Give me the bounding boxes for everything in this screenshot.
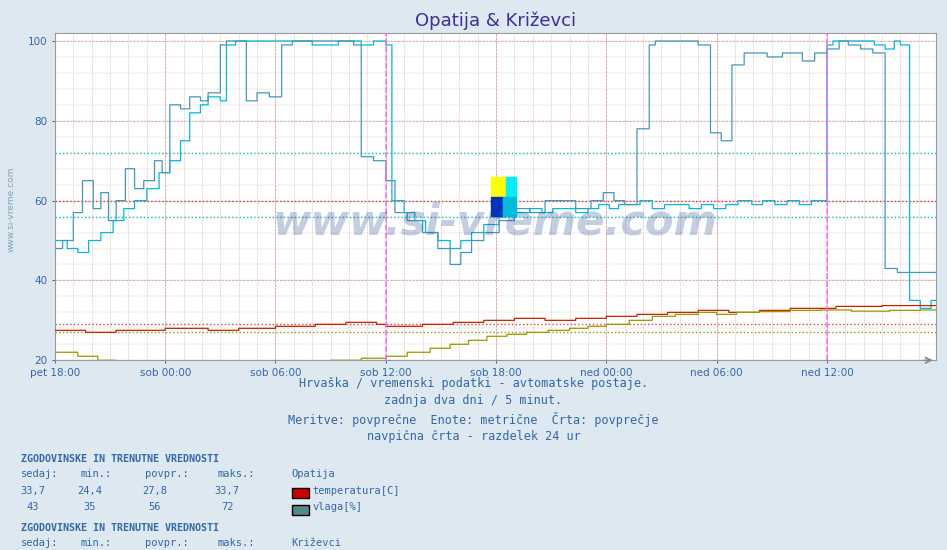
- Text: 27,8: 27,8: [142, 486, 167, 496]
- Text: Opatija: Opatija: [292, 469, 335, 479]
- Text: 33,7: 33,7: [215, 486, 240, 496]
- Text: sedaj:: sedaj:: [21, 538, 59, 548]
- Bar: [506, 177, 515, 197]
- Text: ZGODOVINSKE IN TRENUTNE VREDNOSTI: ZGODOVINSKE IN TRENUTNE VREDNOSTI: [21, 523, 219, 533]
- Text: zadnja dva dni / 5 minut.: zadnja dva dni / 5 minut.: [384, 394, 563, 408]
- Bar: [491, 177, 506, 197]
- Bar: [503, 197, 515, 216]
- Text: vlaga[%]: vlaga[%]: [313, 502, 363, 512]
- Text: navpična črta - razdelek 24 ur: navpična črta - razdelek 24 ur: [366, 430, 581, 443]
- Text: 24,4: 24,4: [78, 486, 102, 496]
- Bar: [491, 197, 503, 216]
- Text: Hrvaška / vremenski podatki - avtomatske postaje.: Hrvaška / vremenski podatki - avtomatske…: [299, 377, 648, 390]
- Text: sedaj:: sedaj:: [21, 469, 59, 479]
- Text: www.si-vreme.com: www.si-vreme.com: [7, 166, 16, 252]
- Text: min.:: min.:: [80, 538, 112, 548]
- Text: www.si-vreme.com: www.si-vreme.com: [273, 202, 718, 244]
- Text: maks.:: maks.:: [218, 538, 256, 548]
- Text: temperatura[C]: temperatura[C]: [313, 486, 400, 496]
- Title: Opatija & Križevci: Opatija & Križevci: [415, 12, 576, 30]
- Text: min.:: min.:: [80, 469, 112, 479]
- Text: Meritve: povprečne  Enote: metrične  Črta: povprečje: Meritve: povprečne Enote: metrične Črta:…: [288, 412, 659, 427]
- Text: 43: 43: [27, 502, 40, 512]
- Text: 35: 35: [83, 502, 97, 512]
- Text: povpr.:: povpr.:: [145, 538, 188, 548]
- Text: 33,7: 33,7: [21, 486, 45, 496]
- Text: Križevci: Križevci: [292, 538, 342, 548]
- Text: 56: 56: [148, 502, 161, 512]
- Text: povpr.:: povpr.:: [145, 469, 188, 479]
- Text: ZGODOVINSKE IN TRENUTNE VREDNOSTI: ZGODOVINSKE IN TRENUTNE VREDNOSTI: [21, 454, 219, 464]
- Text: 72: 72: [221, 502, 234, 512]
- Text: maks.:: maks.:: [218, 469, 256, 479]
